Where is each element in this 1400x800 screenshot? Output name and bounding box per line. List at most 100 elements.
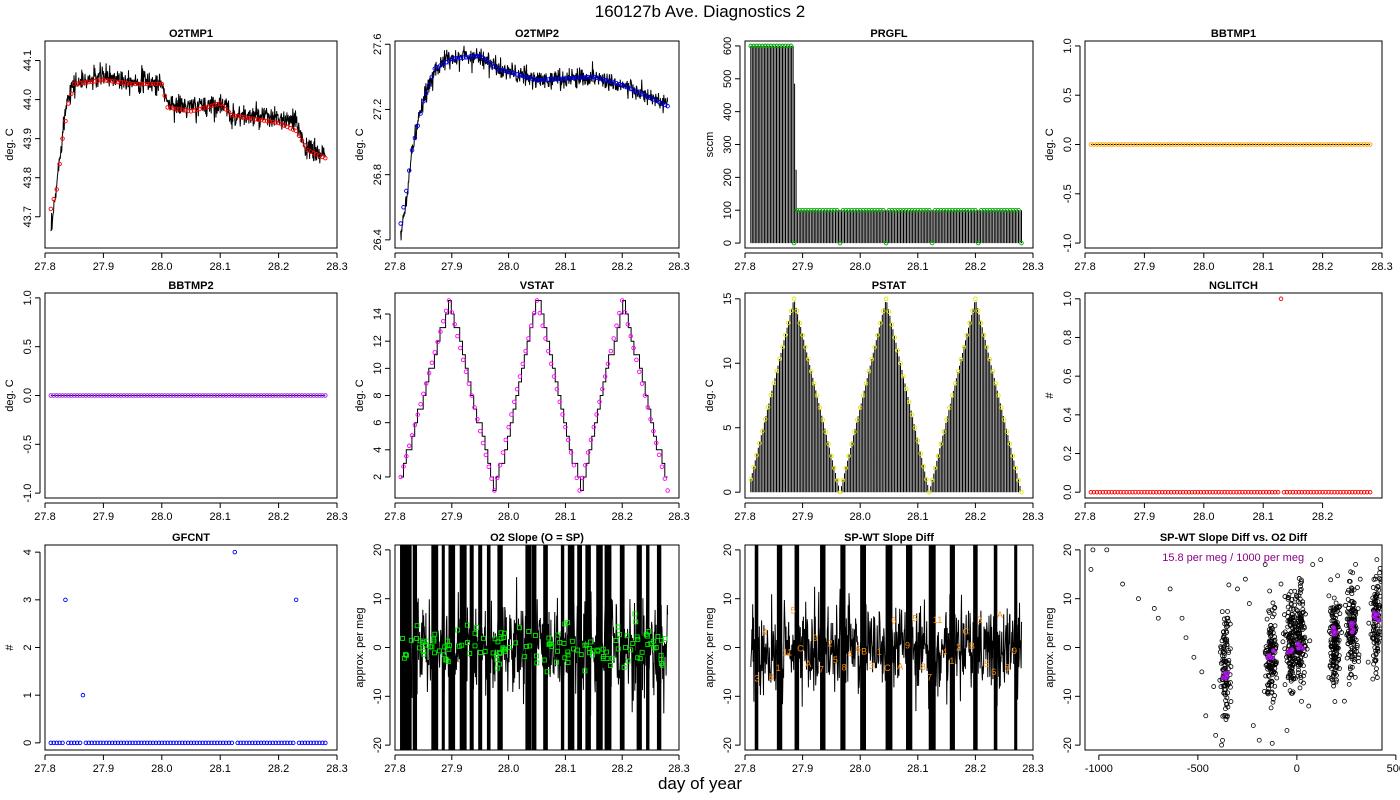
data-point [323,393,328,398]
data-point [1296,667,1301,673]
data-point [1198,489,1204,495]
data-point [252,116,258,122]
data-point [803,344,808,350]
data-point [92,393,97,398]
data-point [958,207,964,213]
data-point [1120,581,1126,587]
data-point [1004,429,1010,435]
data-point [469,54,474,59]
data-point [987,356,993,362]
data-point [206,393,211,398]
y-tick-label: -0.5 [22,435,34,454]
data-point [537,77,543,83]
data-point [1301,673,1306,679]
data-point [555,632,561,638]
x-tick-label: 28.2 [611,261,632,273]
x-tick-label: 28.3 [326,261,347,273]
data-point [285,393,290,398]
data-point [1361,142,1367,147]
series-line-raw [750,583,1022,712]
data-point [1331,595,1337,601]
data-point [302,740,308,746]
y-tick-label: 0 [722,240,734,246]
data-point [168,740,173,746]
data-point [500,450,506,455]
data-point [1314,142,1319,147]
data-point [1094,489,1100,495]
spike-mark [776,545,783,750]
data-point [429,360,435,366]
data-point [1189,489,1195,495]
data-point [571,75,577,81]
data-point [791,240,797,246]
plot-frame [394,292,680,499]
data-point [532,633,538,638]
data-point [80,80,86,86]
data-point [829,453,834,459]
data-point [1267,588,1273,594]
data-point [261,740,267,746]
data-point [1115,142,1120,147]
data-point [1334,637,1340,643]
data-point [104,393,109,398]
data-point [130,81,135,87]
plot-frame [1084,544,1383,751]
data-point [156,81,162,87]
data-point [1301,624,1307,630]
data-point [1296,618,1301,624]
data-point [1127,142,1132,147]
data-point [645,405,651,410]
x-tick-label: 28.0 [151,511,172,523]
data-point [565,652,571,658]
data-point [206,104,211,109]
data-point [794,207,800,213]
data-point [1225,704,1231,710]
data-point [168,393,173,398]
data-point [849,441,854,447]
data-point [235,393,240,398]
data-point [314,740,319,746]
data-point [1298,637,1304,642]
data-point [555,648,560,654]
data-point [1154,142,1159,147]
data-point [860,393,866,398]
data-point [104,740,109,746]
data-point [904,386,909,392]
x-tick-label: 27.8 [1074,261,1095,273]
y-tick-label: 0.6 [1062,369,1074,384]
data-point [302,143,308,148]
x-tick-label: 27.9 [792,511,813,523]
data-point [909,207,915,213]
data-point [1222,637,1228,643]
data-point [1268,665,1274,671]
cycle-label: A [897,661,903,671]
data-point [1097,142,1103,147]
data-point [494,657,500,663]
data-point [121,740,127,746]
data-point [623,645,628,651]
data-point [1124,489,1129,495]
data-point [1249,142,1254,147]
data-point [109,393,115,398]
y-axis-label: deg. C [354,128,366,160]
data-point [191,740,197,746]
y-tick-label: 0.5 [22,339,34,354]
fit-point [1349,629,1355,635]
data-point [1335,489,1340,495]
data-point [1145,142,1150,147]
data-point [973,207,978,213]
data-point [267,119,273,124]
data-point [150,81,156,87]
data-point [597,76,602,81]
data-point [1350,613,1356,619]
data-point [594,412,599,417]
data-point [976,308,981,314]
chart-title: PRGFL [870,28,908,40]
data-point [1246,601,1252,606]
data-point [651,428,656,434]
series-line-raw [400,575,669,719]
cycle-label: 4 [763,627,768,637]
data-point [106,740,112,746]
data-point [136,393,141,398]
data-point [565,76,571,81]
